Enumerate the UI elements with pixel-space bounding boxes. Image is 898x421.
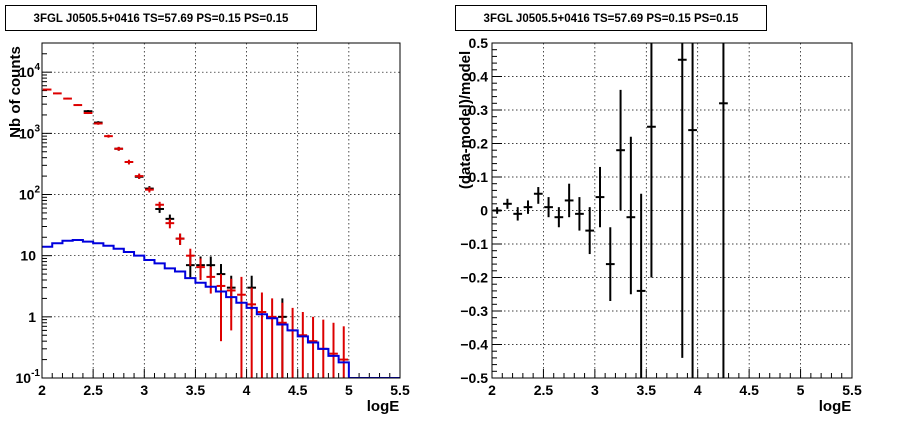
- data-point: [267, 298, 277, 378]
- data-point: [196, 258, 205, 281]
- y-tick-label: 0: [480, 203, 488, 219]
- y-axis-label: Nb of counts: [7, 46, 24, 138]
- x-tick-label: 3.5: [637, 382, 657, 398]
- data-point: [83, 112, 93, 115]
- y-tick-label: 1: [28, 309, 36, 325]
- data-point: [626, 136, 636, 295]
- x-tick-label: 2: [488, 382, 496, 398]
- data-point: [688, 43, 697, 378]
- plot-frame: [491, 42, 853, 379]
- data-point: [605, 227, 615, 301]
- data-point: [124, 159, 134, 165]
- x-tick-label: 5.5: [390, 382, 410, 398]
- y-tick-label: 0.4: [469, 69, 489, 85]
- chart-title-right: 3FGL J0505.5+0416 TS=57.69 PS=0.15 PS=0.…: [455, 5, 767, 31]
- data-point: [533, 187, 543, 204]
- series-group: [492, 43, 728, 378]
- data-point: [145, 187, 154, 193]
- plot-1: 2 2.5 3 3.5 4 4.5 5 5.5 −0.5 −0.4 −0.3 −0.2 −0.1 0 0.1…: [457, 35, 862, 415]
- y-tick-label: 0.3: [469, 102, 489, 118]
- data-point: [544, 197, 553, 218]
- data-point: [554, 207, 564, 228]
- y-tick-label: 104: [19, 62, 41, 80]
- y-tick-label: 0.1: [469, 169, 489, 185]
- x-tick-label: 3.5: [186, 382, 206, 398]
- series-group: [42, 88, 400, 378]
- data-point: [564, 183, 574, 218]
- data-point: [278, 302, 287, 378]
- x-tick-label: 4.5: [288, 382, 308, 398]
- y-tick-label: 10: [20, 248, 36, 264]
- data-point: [492, 207, 502, 214]
- y-tick-label: 0.2: [469, 136, 489, 152]
- model-histogram: [42, 239, 400, 378]
- x-tick-label: 2.5: [534, 382, 554, 398]
- data-point: [237, 276, 246, 378]
- y-tick-label: −0.4: [460, 337, 488, 353]
- data-point: [329, 322, 338, 378]
- x-axis-label: logE: [819, 398, 852, 415]
- chart-title-left: 3FGL J0505.5+0416 TS=57.69 PS=0.15 PS=0.…: [5, 5, 317, 31]
- y-tick-label: −0.1: [460, 236, 488, 252]
- y-axis-label: (data-model)/model: [457, 51, 474, 189]
- x-axis-label: logE: [367, 398, 400, 415]
- data-point: [226, 278, 236, 331]
- y-tick-label: −0.5: [460, 370, 488, 386]
- data-point: [52, 92, 62, 95]
- data-point: [298, 311, 308, 378]
- y-tick-label: 10-1: [16, 368, 41, 386]
- y-tick-label: 102: [19, 185, 41, 203]
- data-point: [595, 166, 605, 228]
- data-point: [42, 88, 52, 91]
- x-tick-label: 5.5: [842, 382, 862, 398]
- x-tick-label: 2.5: [83, 382, 103, 398]
- x-tick-label: 3: [591, 382, 599, 398]
- data-point: [93, 122, 103, 125]
- data-point: [185, 248, 195, 266]
- data-point: [175, 233, 185, 245]
- data-point: [647, 43, 656, 278]
- data-point: [503, 198, 512, 209]
- data-point: [636, 193, 646, 378]
- data-point: [677, 43, 687, 358]
- data-point: [165, 218, 175, 229]
- data-point: [206, 266, 216, 294]
- plot-0: 2 2.5 3 3.5 4 4.5 5 5.5 10-1 1 10 102 103 104 logE Nb o…: [7, 42, 410, 415]
- x-tick-label: 4.5: [739, 382, 759, 398]
- y-tick-label: −0.2: [460, 270, 488, 286]
- x-tick-label: 4: [243, 382, 251, 398]
- x-tick-label: 5: [345, 382, 353, 398]
- data-point: [114, 146, 124, 151]
- data-point: [339, 326, 349, 378]
- plot-frame: [41, 42, 401, 379]
- data-point: [575, 197, 584, 231]
- y-tick-label: −0.3: [460, 303, 488, 319]
- data-point: [63, 97, 72, 100]
- x-tick-label: 4: [694, 382, 702, 398]
- y-tick-label: 0.5: [469, 35, 489, 51]
- data-point: [523, 200, 533, 214]
- y-tick-label: 103: [19, 123, 41, 141]
- data-point: [585, 207, 595, 255]
- x-tick-label: 3: [140, 382, 148, 398]
- data-point: [104, 134, 113, 138]
- data-point: [257, 292, 267, 378]
- data-point: [719, 43, 728, 378]
- x-tick-label: 2: [38, 382, 46, 398]
- data-point: [73, 104, 83, 107]
- data-point: [134, 173, 144, 179]
- data-point: [216, 274, 226, 342]
- data-point: [616, 89, 625, 211]
- data-point: [155, 201, 164, 209]
- data-point: [247, 287, 257, 378]
- x-tick-label: 5: [797, 382, 805, 398]
- data-point: [513, 207, 523, 221]
- data-point: [308, 316, 318, 378]
